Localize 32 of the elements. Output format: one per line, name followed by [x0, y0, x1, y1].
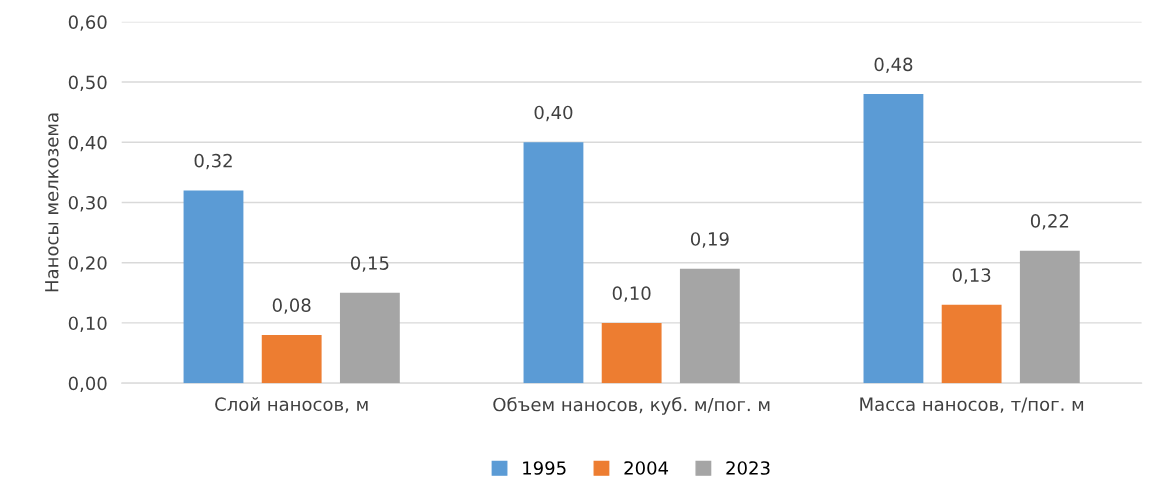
bar	[941, 304, 1002, 384]
data-label: 0,19	[690, 232, 729, 248]
bar	[1019, 250, 1080, 384]
legend-label: 1995	[523, 461, 566, 475]
y-tick-label: 0,60	[68, 15, 107, 31]
data-label: 0,10	[612, 286, 651, 302]
legend-label: 2023	[726, 461, 770, 475]
data-label: 0,40	[534, 105, 573, 122]
y-tick-label: 0,40	[68, 135, 107, 152]
data-label: 0,32	[194, 153, 232, 170]
y-tick-label: 0,30	[68, 195, 107, 212]
y-tick-label: 0,00	[68, 376, 107, 393]
bar	[183, 190, 244, 384]
bar	[339, 292, 400, 384]
x-tick-label: Объем наносов, куб. м/пог. м	[493, 397, 770, 415]
bar	[863, 94, 924, 384]
data-label: 0,48	[874, 57, 913, 73]
y-tick-label: 0,50	[68, 75, 107, 91]
x-tick-label: Масса наносов, т/пог. м	[860, 397, 1084, 413]
x-tick-label: Слой наносов, м	[215, 397, 368, 413]
bar	[679, 268, 740, 384]
data-label: 0,22	[1030, 214, 1069, 230]
legend-label: 2004	[624, 461, 669, 475]
bar	[601, 322, 662, 384]
bar	[261, 334, 322, 384]
y-axis-title: Наносы мелкозема	[45, 113, 59, 292]
data-label: 0,15	[350, 256, 389, 272]
data-label: 0,13	[952, 268, 991, 284]
data-label: 0,08	[272, 298, 311, 314]
y-tick-label: 0,20	[68, 256, 107, 272]
y-tick-label: 0,10	[68, 316, 107, 332]
bar	[523, 142, 584, 384]
